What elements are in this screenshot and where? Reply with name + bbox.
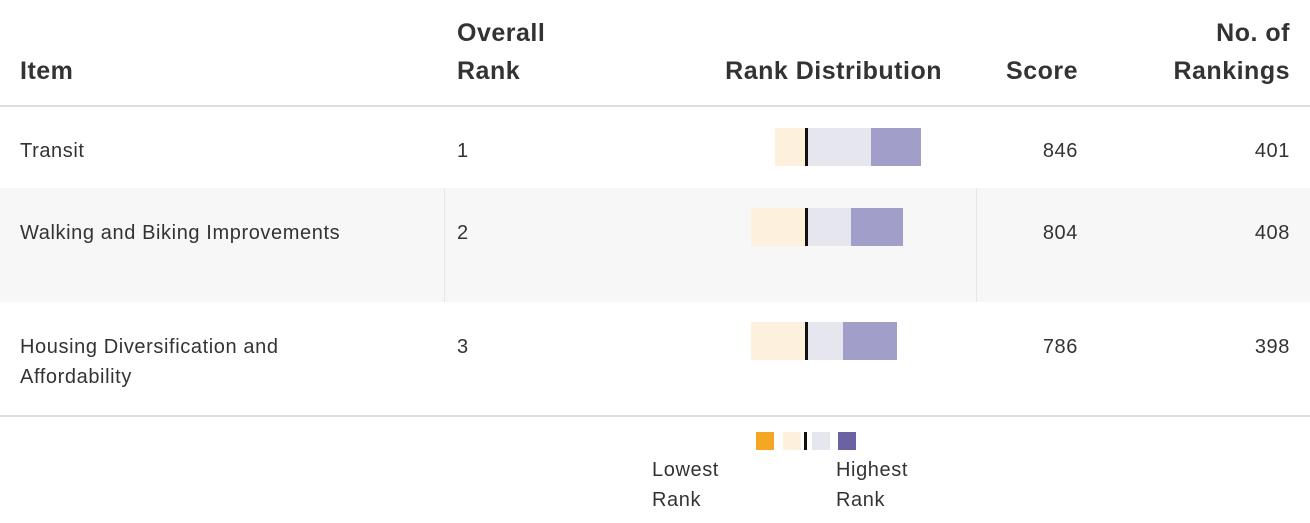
rank-cell: 3 [457, 336, 469, 358]
header-divider [0, 105, 1310, 107]
rankings-cell: 398 [1254, 336, 1290, 358]
distribution-segment [751, 208, 806, 246]
row-stripe [0, 188, 1310, 302]
distribution-segment [871, 128, 921, 166]
legend-center-line [804, 432, 807, 450]
rank-cell: 2 [457, 222, 469, 244]
distribution-segment [843, 322, 897, 360]
header-score: Score [1006, 57, 1078, 85]
item-cell: Walking and Biking Improvements [20, 222, 341, 244]
legend-swatch [756, 432, 774, 450]
legend-swatch [812, 432, 830, 450]
footer-divider [0, 415, 1310, 417]
rankings-cell: 401 [1254, 140, 1290, 162]
distribution-segment [806, 208, 851, 246]
center-line [805, 322, 808, 360]
legend-swatch [783, 432, 801, 450]
score-cell: 804 [1042, 222, 1078, 244]
column-divider [976, 188, 977, 302]
header-distribution: Rank Distribution [725, 57, 942, 85]
distribution-segment [806, 128, 871, 166]
header-item: Item [20, 57, 74, 85]
distribution-segment [806, 322, 843, 360]
header-rank: Overall Rank [457, 19, 546, 85]
legend-low-label: Lowest Rank [652, 459, 719, 511]
center-line [805, 208, 808, 246]
center-line [805, 128, 808, 166]
item-cell: Transit [20, 140, 85, 162]
header-rankings: No. of Rankings [1173, 19, 1290, 85]
score-cell: 846 [1042, 140, 1078, 162]
distribution-segment [775, 128, 806, 166]
rankings-cell: 408 [1254, 222, 1290, 244]
distribution-segment [751, 322, 806, 360]
legend-swatch [838, 432, 856, 450]
distribution-segment [851, 208, 903, 246]
legend-high-label: Highest Rank [836, 459, 909, 511]
item-cell: Housing Diversification and Affordabilit… [20, 336, 279, 388]
column-divider [444, 188, 445, 302]
rank-cell: 1 [457, 140, 469, 162]
score-cell: 786 [1042, 336, 1078, 358]
